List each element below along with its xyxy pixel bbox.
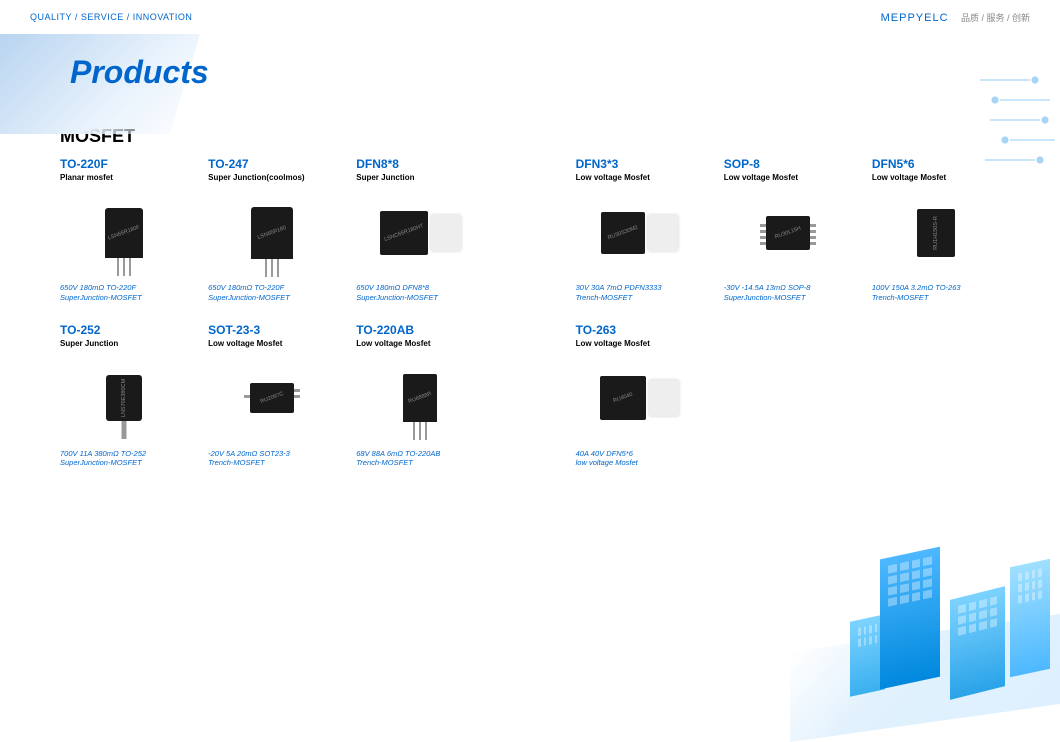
product-name: DFN5*6 [872,157,1000,171]
product-image: RU30S30M2 [576,190,704,275]
brand-name: MEPPYELC [881,12,949,24]
product-card: SOT-23-3 Low voltage Mosfet RU2097C -20V… [208,323,336,469]
product-name: TO-220F [60,157,188,171]
product-subtitle: Super Junction [356,173,484,182]
product-name: DFN8*8 [356,157,484,171]
product-desc: 100V 150A 3.2mΩ TO-263Trench-MOSFET [872,283,1000,303]
chip-icon: LSN65R180 [251,207,293,259]
chip-icon: LNS70E380CM [106,375,142,421]
product-subtitle: Low voltage Mosfet [576,173,704,182]
city-decor-icon [800,493,1060,723]
product-image: RU6888R [356,356,484,441]
chip-icon: RU1H150S-R [917,209,955,257]
header: QUALITY / SERVICE / INNOVATION MEPPYELC … [0,0,1060,34]
brand-sub: 品质 / 服务 / 创新 [961,13,1030,23]
product-name: DFN3*3 [576,157,704,171]
product-grid-row2: TO-252 Super Junction LNS70E380CM 700V 1… [0,323,1060,469]
product-desc: 30V 30A 7mΩ PDFN3333Trench-MOSFET [576,283,704,303]
chip-icon: RU4040 [600,376,646,420]
product-subtitle: Super Junction(coolmos) [208,173,336,182]
product-desc: 650V 180mΩ TO-220FSuperJunction-MOSFET [208,283,336,303]
product-image: LSN65R180F [60,190,188,275]
product-card: TO-252 Super Junction LNS70E380CM 700V 1… [60,323,188,469]
product-image: RU4040 [576,356,704,441]
product-image: RU30L15H [724,190,852,275]
product-desc: 650V 180mΩ TO-220FSuperJunction-MOSFET [60,283,188,303]
product-desc: -20V 5A 20mΩ SOT23-3Trench-MOSFET [208,449,336,469]
product-name: SOT-23-3 [208,323,336,337]
product-desc: 650V 180mΩ DFN8*8SuperJunction-MOSFET [356,283,484,303]
product-card: DFN8*8 Super Junction LSNC65R180HT 650V … [356,157,484,303]
product-subtitle: Super Junction [60,339,188,348]
product-card: DFN5*6 Low voltage Mosfet RU1H150S-R 100… [872,157,1000,303]
product-image: RU2097C [208,356,336,441]
product-grid-row1: TO-220F Planar mosfet LSN65R180F 650V 18… [0,157,1060,303]
chip-icon: LSNC65R180HT [380,211,428,255]
product-subtitle: Low voltage Mosfet [576,339,704,348]
product-name: TO-220AB [356,323,484,337]
page-title: Products [60,54,1000,91]
product-subtitle: Low voltage Mosfet [724,173,852,182]
product-desc: 700V 11A 380mΩ TO-252SuperJunction-MOSFE… [60,449,188,469]
product-name: TO-252 [60,323,188,337]
product-image: LSN65R180 [208,190,336,275]
product-subtitle: Low voltage Mosfet [356,339,484,348]
title-section: Products [0,34,1060,101]
product-desc: -30V -14.5A 13mΩ SOP-8SuperJunction-MOSF… [724,283,852,303]
product-name: TO-247 [208,157,336,171]
product-card: TO-263 Low voltage Mosfet RU4040 40A 40V… [576,323,704,469]
product-card: TO-220AB Low voltage Mosfet RU6888R 68V … [356,323,484,469]
chip-icon: RU2097C [250,383,294,413]
product-card: DFN3*3 Low voltage Mosfet RU30S30M2 30V … [576,157,704,303]
product-subtitle: Low voltage Mosfet [208,339,336,348]
product-subtitle: Planar mosfet [60,173,188,182]
product-name: TO-263 [576,323,704,337]
product-card: SOP-8 Low voltage Mosfet RU30L15H -30V -… [724,157,852,303]
product-subtitle: Low voltage Mosfet [872,173,1000,182]
chip-icon: RU30S30M2 [601,212,645,254]
product-card: TO-247 Super Junction(coolmos) LSN65R180… [208,157,336,303]
product-desc: 40A 40V DFN5*6low voltage Mosfet [576,449,704,469]
product-image: RU1H150S-R [872,190,1000,275]
product-name: SOP-8 [724,157,852,171]
chip-icon: RU6888R [403,374,437,422]
product-image: LNS70E380CM [60,356,188,441]
brand-block: MEPPYELC 品质 / 服务 / 创新 [881,8,1030,26]
product-image: LSNC65R180HT [356,190,484,275]
chip-icon: LSN65R180F [105,208,143,258]
chip-icon: RU30L15H [766,216,810,250]
product-desc: 68V 88A 6mΩ TO-220ABTrench-MOSFET [356,449,484,469]
product-card: TO-220F Planar mosfet LSN65R180F 650V 18… [60,157,188,303]
tagline: QUALITY / SERVICE / INNOVATION [30,12,192,22]
